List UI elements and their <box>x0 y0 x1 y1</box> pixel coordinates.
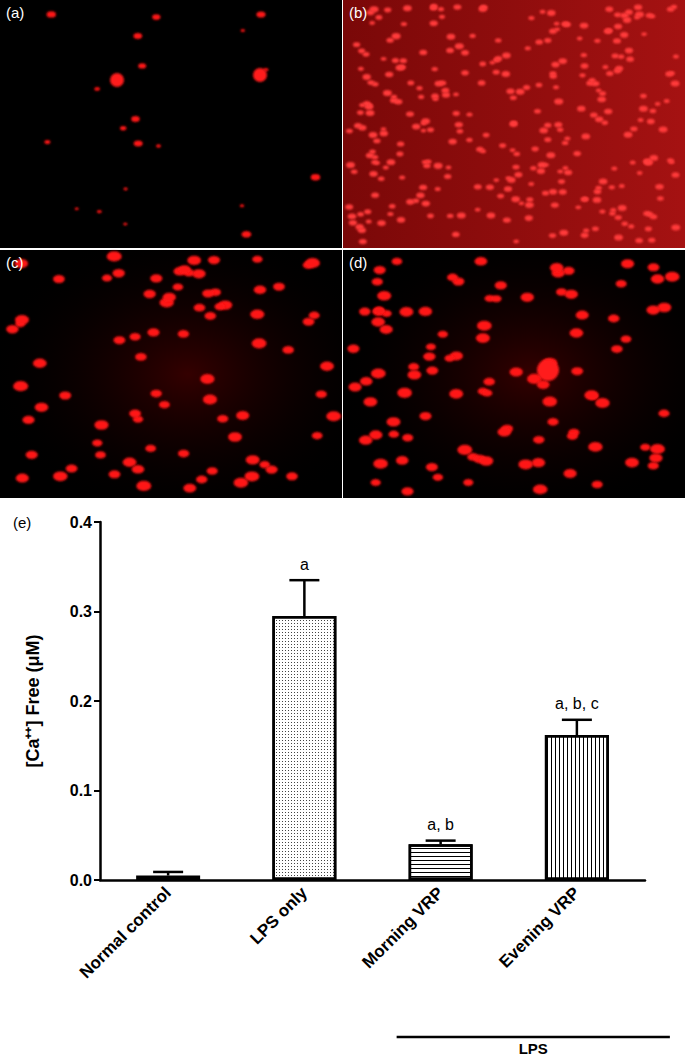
svg-text:0.0: 0.0 <box>70 872 92 889</box>
svg-text:[Ca⁺⁺] Free (μM): [Ca⁺⁺] Free (μM) <box>23 634 43 767</box>
svg-text:Morning VRP: Morning VRP <box>359 883 448 972</box>
svg-text:0.1: 0.1 <box>70 782 92 799</box>
svg-text:LPS: LPS <box>519 1040 548 1057</box>
svg-text:(e): (e) <box>13 514 31 531</box>
svg-text:0.3: 0.3 <box>70 603 92 620</box>
svg-text:LPS only: LPS only <box>246 883 311 948</box>
svg-text:Evening VRP: Evening VRP <box>495 883 583 971</box>
svg-text:a: a <box>300 556 309 573</box>
svg-text:(a): (a) <box>6 4 24 21</box>
svg-text:Normal control: Normal control <box>76 883 175 982</box>
svg-text:(c): (c) <box>6 254 24 271</box>
svg-text:0.4: 0.4 <box>70 514 92 531</box>
svg-text:a, b: a, b <box>427 816 454 833</box>
svg-text:a, b, c: a, b, c <box>555 695 599 712</box>
svg-text:(d): (d) <box>349 254 367 271</box>
svg-text:(b): (b) <box>349 4 367 21</box>
svg-text:0.2: 0.2 <box>70 693 92 710</box>
